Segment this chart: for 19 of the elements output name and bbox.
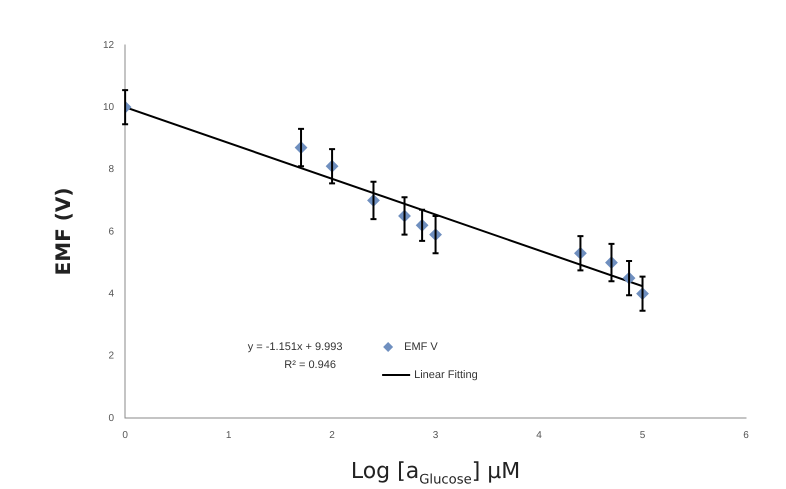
x-tick-label: 3 (432, 430, 439, 441)
x-tick-label: 1 (226, 430, 232, 441)
x-tick-label: 2 (329, 430, 336, 441)
x-tick-label: 6 (743, 430, 750, 441)
y-tick-label: 6 (108, 226, 115, 238)
x-tick-label: 4 (536, 430, 542, 441)
x-tick-label: 0 (122, 430, 128, 441)
legend-label: Linear Fitting (414, 369, 478, 382)
y-tick-label: 10 (103, 102, 115, 113)
y-tick-label: 0 (108, 412, 115, 424)
y-tick-label: 2 (108, 350, 115, 362)
legend-label: EMF V (404, 341, 438, 354)
y-axis-title: EMF (V) (51, 188, 75, 276)
x-tick-label: 5 (640, 430, 646, 441)
y-tick-label: 4 (108, 288, 115, 300)
y-tick-label: 8 (108, 164, 115, 176)
annotation: R² = 0.946 (284, 359, 336, 372)
y-tick-label: 12 (103, 40, 115, 51)
annotation: y = -1.151x + 9.993 (248, 341, 343, 354)
